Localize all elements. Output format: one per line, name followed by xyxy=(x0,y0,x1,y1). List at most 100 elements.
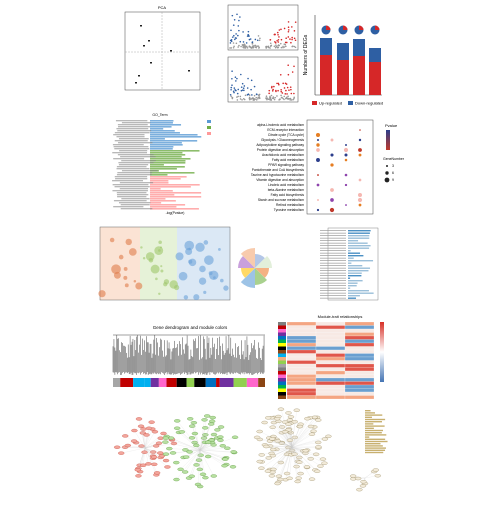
volcano-point xyxy=(287,96,289,98)
volcano-point xyxy=(285,98,287,100)
module-color xyxy=(220,378,234,387)
volcano-point xyxy=(237,99,239,101)
volcano-point xyxy=(269,98,271,100)
size-label: 6 xyxy=(392,171,394,175)
node xyxy=(284,472,290,475)
volcano-point xyxy=(230,29,232,31)
go-bar xyxy=(150,192,201,194)
node xyxy=(220,444,226,447)
volcano-point xyxy=(265,98,267,100)
volcano-point xyxy=(255,97,257,99)
volcano-point xyxy=(237,89,239,91)
go-label-line xyxy=(118,124,148,125)
volcano-point xyxy=(291,46,293,48)
edge xyxy=(200,450,226,465)
node xyxy=(258,467,264,470)
heat-cell xyxy=(287,333,316,337)
volcano-point xyxy=(250,38,252,40)
go-bar xyxy=(150,202,161,204)
label-line xyxy=(320,248,346,249)
heat-cell xyxy=(345,322,374,326)
volcano-point xyxy=(275,44,277,46)
volcano-point xyxy=(242,83,244,85)
bar-up xyxy=(353,56,365,95)
volcano-point xyxy=(271,95,273,97)
volcano-point xyxy=(231,70,233,72)
go-label-line xyxy=(117,174,152,175)
go-bar xyxy=(150,124,181,126)
volcano-point xyxy=(239,41,241,43)
volcano-point xyxy=(274,97,276,99)
bubble xyxy=(134,280,137,283)
heat-cell xyxy=(287,322,316,326)
heat-cell xyxy=(316,378,345,382)
module-color xyxy=(187,378,195,387)
volcano-point xyxy=(291,39,293,41)
volcano-point xyxy=(236,14,238,16)
go-label-line xyxy=(115,186,150,187)
label-line xyxy=(320,270,346,271)
node xyxy=(200,473,206,476)
go-label-line xyxy=(118,142,152,143)
heat-cell xyxy=(316,392,345,396)
node xyxy=(309,478,315,481)
node xyxy=(286,411,292,414)
node xyxy=(296,477,302,480)
volcano-point xyxy=(274,45,276,47)
volcano-point xyxy=(234,89,236,91)
bar-down xyxy=(320,38,332,55)
volcano-frame xyxy=(228,5,298,50)
go-bar xyxy=(150,174,167,176)
volcano-point xyxy=(251,80,253,82)
dot xyxy=(345,184,347,186)
go-bar xyxy=(150,194,174,196)
go-xlabel: -log(Pvalue) xyxy=(166,211,185,215)
bar xyxy=(348,253,360,254)
node xyxy=(375,474,381,477)
volcano-point xyxy=(280,91,282,93)
go-bar xyxy=(150,154,185,156)
node xyxy=(173,461,179,464)
bar xyxy=(348,233,370,234)
go-label-line xyxy=(113,144,144,145)
volcano-point xyxy=(259,98,261,100)
bar xyxy=(348,258,354,259)
volcano-point xyxy=(287,87,289,89)
dot xyxy=(317,174,319,176)
node xyxy=(303,449,309,452)
go-label-line xyxy=(118,162,153,163)
module-swatch xyxy=(278,343,286,347)
node xyxy=(294,409,300,412)
module-color xyxy=(177,378,187,387)
volcano-point xyxy=(273,96,275,98)
go-label-line xyxy=(114,146,149,147)
volcano-point xyxy=(278,36,280,38)
volcano-point xyxy=(231,39,233,41)
bubble xyxy=(129,248,137,256)
pathway-label: Adipocytokine signaling pathway xyxy=(256,143,304,147)
node xyxy=(265,470,271,473)
edge xyxy=(292,447,298,481)
dot xyxy=(358,198,362,202)
legend-swatch xyxy=(207,126,211,129)
module-color xyxy=(120,378,133,387)
dot xyxy=(316,148,320,152)
node xyxy=(274,417,280,420)
go-label-line xyxy=(117,196,146,197)
node xyxy=(296,456,302,459)
volcano-point xyxy=(281,39,283,41)
go-label-line xyxy=(118,126,150,127)
go-bar xyxy=(150,142,182,144)
go-bar xyxy=(150,148,173,150)
node xyxy=(154,471,160,474)
node xyxy=(157,452,163,455)
go-bar xyxy=(150,200,176,202)
volcano-point xyxy=(235,37,237,39)
heat-cell xyxy=(345,357,374,361)
size-key xyxy=(385,178,390,183)
dot xyxy=(359,129,361,131)
node xyxy=(317,465,323,468)
bubble xyxy=(223,285,228,290)
module-color xyxy=(159,378,167,387)
go-bar xyxy=(150,176,187,178)
